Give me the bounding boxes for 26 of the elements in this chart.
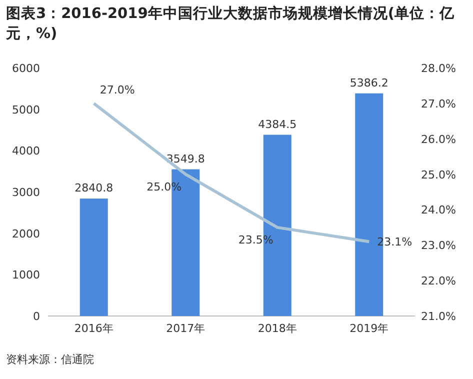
y-tick-label: 4000 bbox=[12, 144, 40, 158]
y2-tick-label: 28.0% bbox=[421, 62, 456, 75]
y2-tick-label: 22.0% bbox=[421, 274, 456, 288]
y-tick-label: 0 bbox=[33, 310, 40, 323]
data-label: 3549.8 bbox=[166, 152, 205, 166]
y2-tick-label: 26.0% bbox=[421, 132, 456, 146]
y2-tick-label: 25.0% bbox=[421, 168, 456, 182]
data-label: 4384.5 bbox=[258, 118, 297, 131]
x-tick-label: 2019年 bbox=[350, 322, 389, 335]
x-tick-label: 2018年 bbox=[258, 322, 297, 335]
y-tick-label: 2000 bbox=[12, 227, 40, 240]
y-tick-label: 1000 bbox=[12, 268, 40, 282]
data-label: 5386.2 bbox=[350, 76, 388, 90]
x-tick-label: 2017年 bbox=[166, 322, 206, 335]
y-tick-label: 3000 bbox=[12, 186, 40, 199]
y-tick-label: 5000 bbox=[12, 103, 40, 116]
data-label: 27.0% bbox=[100, 83, 135, 96]
data-label: 2840.8 bbox=[74, 182, 114, 195]
y-tick-label: 6000 bbox=[12, 62, 40, 75]
y2-tick-label: 27.0% bbox=[421, 97, 456, 110]
annotation: 资料来源：信通院 bbox=[6, 352, 94, 367]
title: 图表3：2016-2019年中国行业大数据市场规模增长情况(单位：亿元，%) bbox=[6, 4, 456, 44]
y2-tick-label: 21.0% bbox=[421, 310, 456, 323]
y2-tick-label: 24.0% bbox=[421, 204, 456, 217]
y2-tick-label: 23.0% bbox=[421, 239, 456, 252]
x-tick-label: 2016年 bbox=[74, 322, 114, 335]
